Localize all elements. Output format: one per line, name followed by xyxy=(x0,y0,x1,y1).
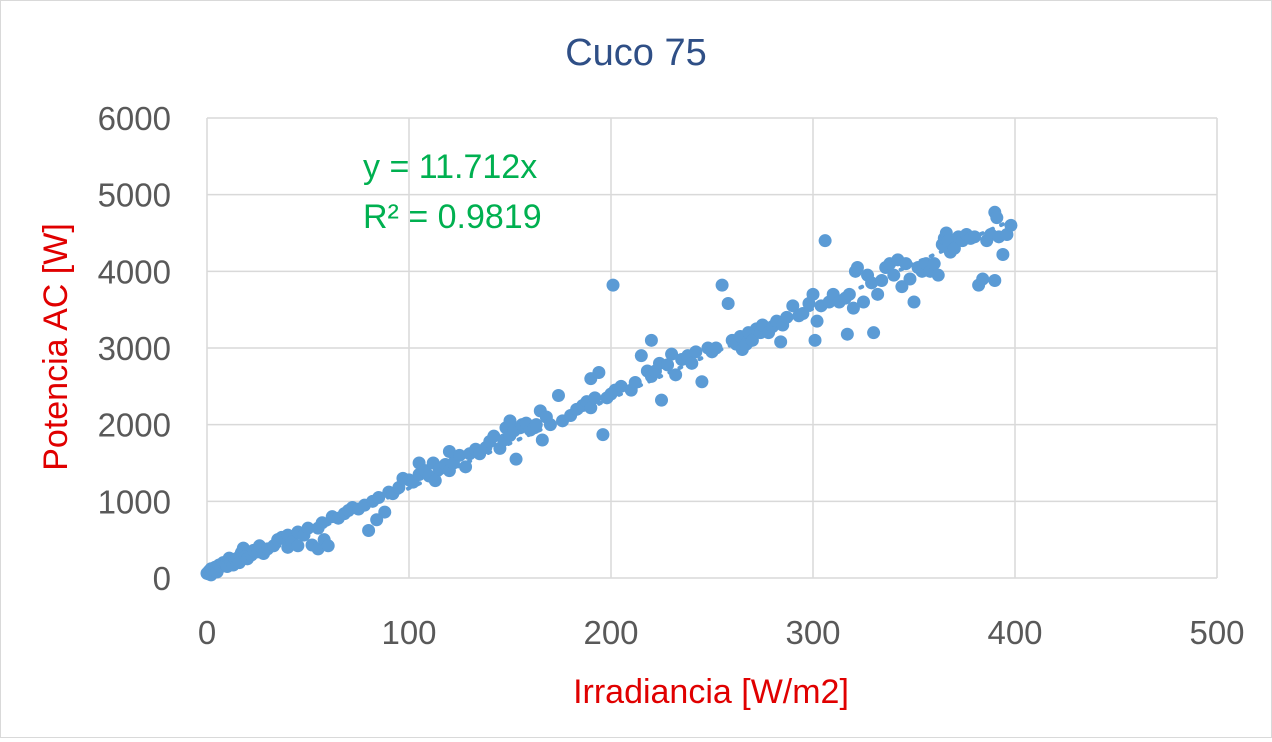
data-point xyxy=(584,401,598,415)
data-point xyxy=(931,268,945,282)
data-point xyxy=(588,391,602,405)
data-points xyxy=(200,205,1018,582)
data-point xyxy=(291,539,305,553)
data-point xyxy=(669,368,683,382)
data-point xyxy=(321,539,335,553)
data-point xyxy=(715,278,729,292)
data-point xyxy=(808,333,822,347)
data-point xyxy=(551,389,565,403)
data-point xyxy=(487,429,501,443)
data-point xyxy=(628,376,642,389)
data-point xyxy=(780,310,794,324)
y-tick-label: 0 xyxy=(153,560,171,597)
data-point xyxy=(996,247,1010,261)
data-point xyxy=(459,460,473,474)
y-tick-label: 1000 xyxy=(98,483,171,520)
y-tick-label: 2000 xyxy=(98,407,171,444)
chart-title: Cuco 75 xyxy=(565,32,707,74)
data-point xyxy=(378,505,392,519)
x-tick-label: 200 xyxy=(583,614,638,651)
data-point xyxy=(871,287,885,301)
data-point xyxy=(806,287,820,301)
data-point xyxy=(818,234,832,248)
data-point xyxy=(842,287,856,301)
y-tick-label: 3000 xyxy=(98,330,171,367)
data-point xyxy=(311,542,325,556)
data-point xyxy=(850,261,864,274)
data-point xyxy=(372,491,386,504)
data-point xyxy=(315,516,329,530)
x-tick-label: 100 xyxy=(381,614,436,651)
trendline-r2: R² = 0.9819 xyxy=(363,198,542,236)
data-point xyxy=(796,307,810,320)
data-point xyxy=(786,299,800,313)
data-point xyxy=(543,418,557,432)
data-point xyxy=(976,272,990,286)
data-point xyxy=(453,448,466,462)
data-point xyxy=(774,335,788,349)
y-tick-label: 6000 xyxy=(98,100,171,137)
data-point xyxy=(840,327,854,341)
data-point xyxy=(596,428,610,442)
data-point xyxy=(428,474,442,488)
x-tick-label: 300 xyxy=(785,614,840,651)
data-point xyxy=(907,295,921,309)
data-point xyxy=(903,272,917,286)
data-point xyxy=(1004,218,1018,232)
x-tick-label: 400 xyxy=(987,614,1042,651)
y-tick-label: 4000 xyxy=(98,253,171,290)
y-axis-label: Potencia AC [W] xyxy=(37,223,75,471)
data-point xyxy=(644,333,658,347)
data-point xyxy=(846,301,860,315)
data-point xyxy=(990,211,1004,225)
x-tick-label: 500 xyxy=(1189,614,1244,651)
data-point xyxy=(927,257,941,271)
data-point xyxy=(968,230,982,244)
data-point xyxy=(592,366,606,380)
y-tick-label: 5000 xyxy=(98,177,171,214)
data-point xyxy=(370,513,384,527)
data-point xyxy=(875,274,889,288)
data-point xyxy=(362,523,376,537)
data-point xyxy=(655,393,668,407)
data-point xyxy=(899,257,913,271)
data-point xyxy=(606,278,620,292)
data-point xyxy=(709,341,723,355)
data-point xyxy=(865,276,879,290)
x-axis-label: Irradiancia [W/m2] xyxy=(573,673,849,711)
data-point xyxy=(685,356,699,370)
data-point xyxy=(442,445,456,458)
x-tick-label: 0 xyxy=(198,614,216,651)
data-point xyxy=(509,452,523,466)
data-point xyxy=(721,297,735,311)
data-point xyxy=(695,375,709,389)
data-point xyxy=(689,345,703,359)
data-point xyxy=(301,521,315,535)
data-point xyxy=(535,433,549,447)
data-point xyxy=(529,418,543,432)
data-point xyxy=(857,295,870,309)
data-point xyxy=(810,314,824,328)
data-point xyxy=(503,414,517,428)
axes: 0 1000 2000 3000 4000 5000 6000 0 100 200 300 400 50… xyxy=(98,100,1245,651)
data-point xyxy=(887,268,901,282)
data-point xyxy=(614,379,628,393)
data-point xyxy=(867,326,881,340)
data-point xyxy=(665,347,679,361)
trendline-equation: y = 11.712x xyxy=(363,148,537,186)
data-point xyxy=(988,274,1002,288)
data-point xyxy=(634,349,648,363)
data-point xyxy=(895,280,909,294)
data-point xyxy=(947,241,961,255)
data-point xyxy=(661,358,675,372)
data-point xyxy=(745,333,759,347)
